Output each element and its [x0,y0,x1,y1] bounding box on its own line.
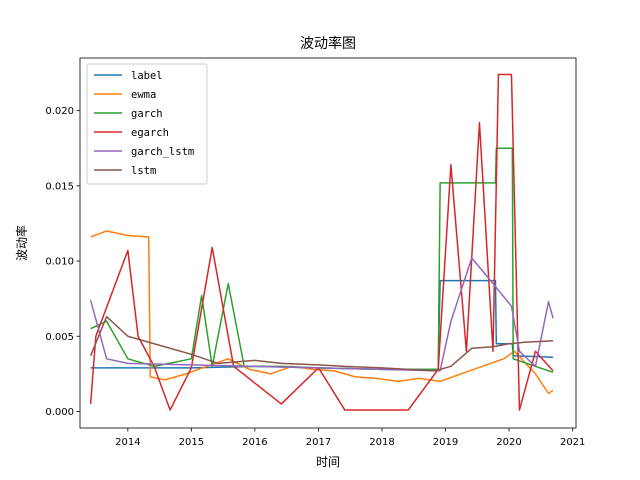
legend-label: lstm [131,165,156,177]
series-line-ewma [90,230,554,395]
chart-title: 波动率图 [300,35,356,52]
legend-label: ewma [131,89,156,101]
series-layer [89,73,554,411]
legend-label: label [131,70,163,82]
plot-frame [79,57,577,429]
y-axis-title: 波动率 [14,225,29,261]
y-tick-label: 0.020 [45,106,74,117]
x-tick-label: 2017 [306,437,331,448]
legend-label: egarch [131,127,169,139]
series-line-egarch [89,73,554,411]
x-tick-label: 2015 [179,437,204,448]
series-line-lstm [89,315,554,372]
x-tick-label: 2014 [115,437,140,448]
y-tick-label: 0.000 [45,407,74,418]
y-ticks: 0.000 0.005 0.010 0.015 0.020 [45,106,80,418]
x-tick-label: 2019 [433,437,458,448]
x-ticks: 2014 2015 2016 2017 2018 2019 2020 2021 [115,428,585,448]
y-tick-label: 0.005 [45,332,74,343]
x-tick-label: 2016 [242,437,267,448]
x-tick-label: 2021 [560,437,585,448]
x-axis-title: 时间 [316,455,340,469]
x-tick-label: 2018 [369,437,394,448]
x-tick-label: 2020 [496,437,521,448]
y-tick-label: 0.010 [45,257,74,268]
y-tick-label: 0.015 [45,181,74,192]
legend-label: garch_lstm [131,146,194,158]
series-line-garch-lstm [89,257,554,372]
legend-label: garch [131,108,163,120]
